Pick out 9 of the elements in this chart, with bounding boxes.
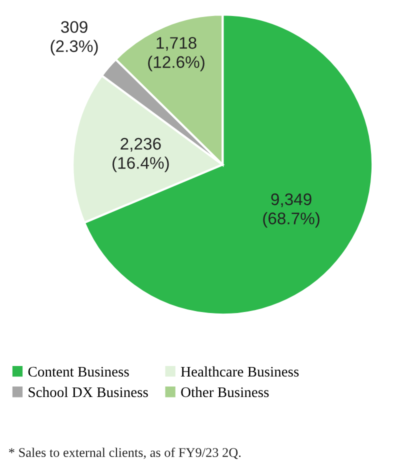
legend-label: School DX Business <box>28 386 148 398</box>
legend-label: Content Business <box>28 366 129 377</box>
data-label: 9,349 (68.7%) <box>263 193 320 228</box>
data-label: 1,718 (12.6%) <box>148 37 204 72</box>
data-label: 2,236 (16.4%) <box>112 138 169 172</box>
legend-label: Other Business <box>181 386 269 398</box>
legend-label: Healthcare Business <box>180 366 299 377</box>
text: * Sales to external clients, as of FY9/23 2Q. <box>9 448 241 460</box>
data-label: 309 (2.3%) <box>50 21 98 56</box>
